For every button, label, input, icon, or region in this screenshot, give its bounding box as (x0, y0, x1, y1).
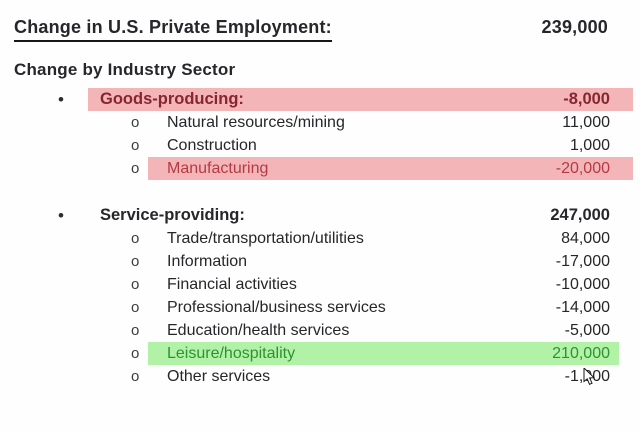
row-manufacturing: o Manufacturing -20,000 (0, 157, 640, 180)
row-value: -8,000 (563, 90, 610, 108)
row-label: Natural resources/mining (167, 113, 345, 131)
bullet-icon: o (131, 114, 140, 131)
bullet-icon: o (131, 345, 140, 362)
bullet-icon: o (131, 368, 140, 385)
bullet-icon: o (131, 253, 140, 270)
row-value: 210,000 (552, 344, 610, 362)
row-band: Professional/business services -14,000 (148, 296, 633, 319)
row-service-providing: • Service-providing: 247,000 (0, 204, 640, 227)
row-value: -10,000 (555, 275, 610, 293)
row-value: 11,000 (562, 113, 610, 131)
row-leisure-hospitality: o Leisure/hospitality 210,000 (0, 342, 640, 365)
row-natural-resources-mining: o Natural resources/mining 11,000 (0, 111, 640, 134)
row-label: Education/health services (167, 321, 350, 339)
header-row: Change in U.S. Private Employment: 239,0… (14, 17, 608, 42)
row-label: Goods-producing: (100, 90, 244, 108)
row-label: Trade/transportation/utilities (167, 229, 364, 247)
row-value: -1,000 (564, 367, 610, 385)
row-band: Information -17,000 (148, 250, 633, 273)
row-value: 247,000 (550, 206, 610, 224)
row-band: Leisure/hospitality 210,000 (148, 342, 619, 365)
row-financial-activities: o Financial activities -10,000 (0, 273, 640, 296)
row-band: Other services -1,000 (148, 365, 633, 388)
row-label: Construction (167, 136, 257, 154)
page-title: Change in U.S. Private Employment: (14, 17, 332, 42)
row-value: -17,000 (555, 252, 610, 270)
bullet-icon: o (131, 322, 140, 339)
total-employment-value: 239,000 (541, 17, 608, 37)
bullet-icon: o (131, 160, 140, 177)
row-information: o Information -17,000 (0, 250, 640, 273)
row-band: Manufacturing -20,000 (148, 157, 633, 180)
row-education-health-services: o Education/health services -5,000 (0, 319, 640, 342)
row-band: Construction 1,000 (148, 134, 633, 157)
row-label: Information (167, 252, 248, 270)
row-trade-transportation-utilities: o Trade/transportation/utilities 84,000 (0, 227, 640, 250)
row-professional-business-services: o Professional/business services -14,000 (0, 296, 640, 319)
row-spacer (0, 180, 640, 204)
row-band: Education/health services -5,000 (148, 319, 633, 342)
row-other-services: o Other services -1,000 (0, 365, 640, 388)
row-band: Financial activities -10,000 (148, 273, 633, 296)
row-band: Trade/transportation/utilities 84,000 (148, 227, 633, 250)
bullet-icon: o (131, 276, 140, 293)
bullet-icon: o (131, 137, 140, 154)
row-value: -5,000 (564, 321, 610, 339)
row-value: -20,000 (555, 159, 610, 177)
bullet-icon: • (58, 205, 64, 225)
row-label: Leisure/hospitality (167, 344, 296, 362)
row-value: 1,000 (569, 136, 610, 154)
industry-sector-list: • Goods-producing: -8,000 o Natural reso… (0, 88, 640, 388)
row-band: Goods-producing: -8,000 (88, 88, 633, 111)
bullet-icon: o (131, 230, 140, 247)
row-label: Financial activities (167, 275, 297, 293)
row-label: Professional/business services (167, 298, 386, 316)
row-label: Other services (167, 367, 271, 385)
bullet-icon: • (58, 89, 64, 109)
row-label: Manufacturing (167, 159, 269, 177)
row-value: 84,000 (561, 229, 610, 247)
row-value: -14,000 (555, 298, 610, 316)
row-label: Service-providing: (100, 206, 245, 224)
row-band: Service-providing: 247,000 (88, 204, 633, 227)
row-goods-producing: • Goods-producing: -8,000 (0, 88, 640, 111)
row-construction: o Construction 1,000 (0, 134, 640, 157)
row-band: Natural resources/mining 11,000 (148, 111, 633, 134)
bullet-icon: o (131, 299, 140, 316)
section-title: Change by Industry Sector (14, 60, 236, 79)
